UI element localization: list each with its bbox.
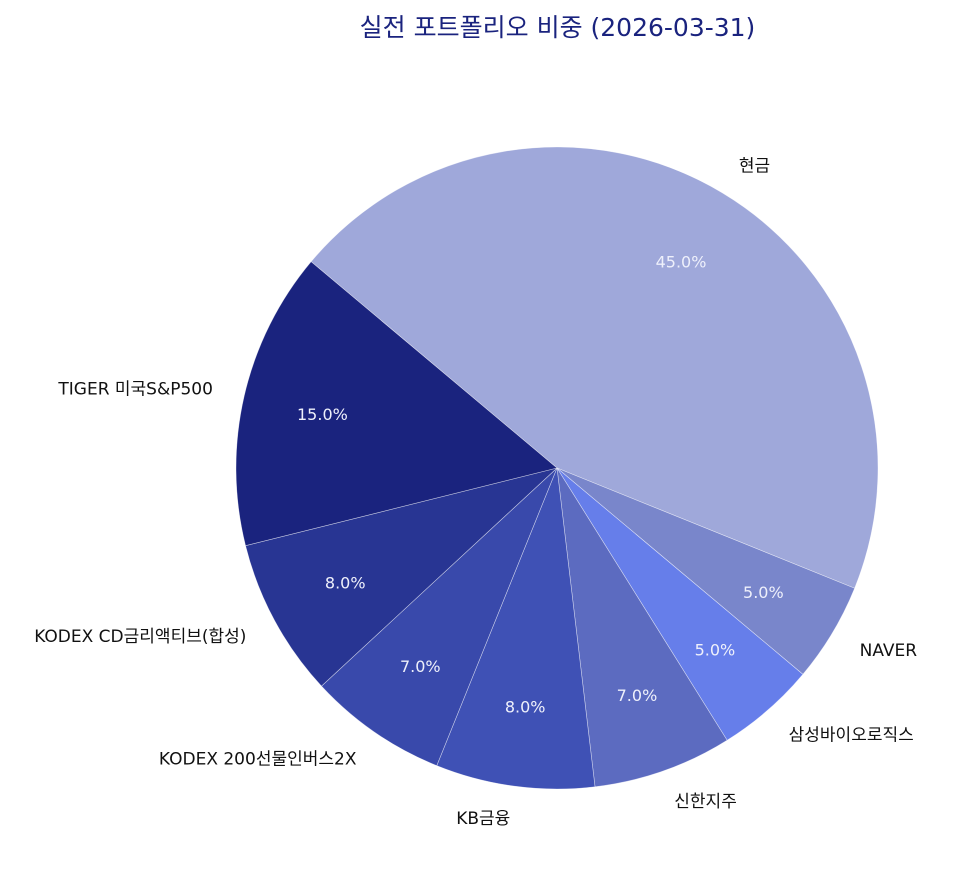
slice-percent-label: 8.0% xyxy=(325,574,366,593)
pie-slice: 7.0% 신한지주 xyxy=(556,467,737,812)
slice-category-label: TIGER 미국S&P500 xyxy=(57,380,213,400)
slice-percent-label: 5.0% xyxy=(695,641,736,660)
slice-category-label: KODEX CD금리액티브(합성) xyxy=(34,627,246,647)
slice-category-label: 현금 xyxy=(739,156,770,176)
pie-slice: 15.0% TIGER 미국S&P500 xyxy=(57,261,558,547)
slice-category-label: KODEX 200선물인버스2X xyxy=(159,750,357,770)
slice-category-label: 삼성바이오로직스 xyxy=(789,725,914,745)
slice-wedge xyxy=(245,467,558,687)
slice-category-label: NAVER xyxy=(860,641,918,661)
pie-slice: 45.0% 현금 xyxy=(310,146,879,589)
pie-slice: 8.0% KODEX CD금리액티브(합성) xyxy=(34,467,558,687)
slice-wedge xyxy=(556,467,728,788)
slice-wedge xyxy=(321,467,558,767)
pie-slice: 8.0% KB금융 xyxy=(436,467,596,829)
slice-category-label: 신한지주 xyxy=(674,792,737,812)
slice-wedge xyxy=(235,261,558,547)
pie-slice: 7.0% KODEX 200선물인버스2X xyxy=(159,467,558,770)
slice-wedge xyxy=(310,146,879,589)
slice-percent-label: 7.0% xyxy=(400,657,441,676)
slice-percent-label: 15.0% xyxy=(297,405,348,424)
slice-percent-label: 8.0% xyxy=(505,698,546,717)
slice-percent-label: 45.0% xyxy=(656,253,707,272)
pie-slice: 5.0% NAVER xyxy=(556,467,918,675)
slice-wedge xyxy=(436,467,596,790)
pie-slice: 5.0% 삼성바이오로직스 xyxy=(556,467,914,745)
slice-percent-label: 7.0% xyxy=(617,686,658,705)
chart-title: 실전 포트폴리오 비중 (2026-03-31) xyxy=(359,13,756,42)
slice-percent-label: 5.0% xyxy=(743,583,784,602)
slice-category-label: KB금융 xyxy=(456,809,510,829)
